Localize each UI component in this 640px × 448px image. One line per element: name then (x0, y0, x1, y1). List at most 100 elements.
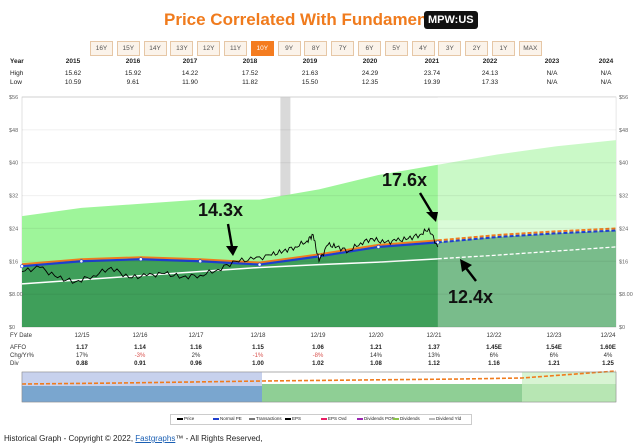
fy-date-cell: 12/24 (600, 333, 616, 339)
period-button-14y[interactable]: 14Y (143, 41, 167, 56)
period-button-1y[interactable]: 1Y (492, 41, 515, 56)
eps-point (20, 264, 24, 269)
period-button-11y[interactable]: 11Y (224, 41, 247, 56)
div-cell: 0.91 (134, 361, 146, 367)
legend-item-eps[interactable]: EPS (285, 416, 301, 421)
legend-swatch-icon (177, 417, 183, 420)
affo-cell: 1.45E (486, 345, 502, 351)
year-table-year-cell: 2015 (65, 58, 81, 65)
div-cell: 1.21 (548, 361, 560, 367)
period-button-5y[interactable]: 5Y (384, 41, 408, 56)
mini-chart-area-past (22, 386, 262, 402)
div-cell: 1.02 (312, 361, 324, 367)
period-button-9y[interactable]: 9Y (277, 41, 301, 56)
y-tick-label-left: $8.00 (9, 292, 23, 298)
legend-item-normal-pe[interactable]: Normal PE (213, 416, 242, 421)
normal-pe-line (21, 241, 438, 268)
eps-point (138, 257, 143, 262)
period-button-13y[interactable]: 13Y (170, 41, 194, 56)
y-tick-label-right: $56 (619, 95, 628, 101)
eps-point (435, 240, 440, 245)
footer-brand-link[interactable]: Fastgraphs (135, 434, 176, 443)
chg-cell: -1% (253, 353, 264, 359)
legend-item-dividend-yld[interactable]: Dividend Yld (429, 416, 461, 421)
div-cell: 1.08 (370, 361, 382, 367)
fy-date-cell: 12/18 (250, 333, 266, 339)
period-button-max[interactable]: MAX (518, 41, 542, 56)
annotation-arrow-3 (465, 267, 477, 282)
period-button-7y[interactable]: 7Y (331, 41, 355, 56)
chg-cell: -3% (135, 353, 146, 359)
footer: Historical Graph - Copyright © 2022, Fas… (4, 434, 262, 443)
year-table-low-cell: N/A (546, 79, 558, 86)
legend: Price Normal PE Transactions EPS EPS Ovd Divi… (170, 414, 472, 425)
ticker-badge: MPW:US (424, 11, 478, 29)
eps-point (257, 262, 262, 267)
period-button-2y[interactable]: 2Y (465, 41, 489, 56)
dividend-por-line (21, 258, 438, 285)
legend-item-transactions[interactable]: Transactions (249, 416, 282, 421)
fy-date-cell: 12/15 (74, 333, 90, 339)
legend-swatch-icon (393, 417, 399, 420)
legend-item-dividends-por[interactable]: Dividends POR (357, 416, 395, 421)
year-table-high-cell: N/A (546, 70, 558, 77)
fy-date-cell: 12/23 (546, 333, 562, 339)
period-button-6y[interactable]: 6Y (358, 41, 381, 56)
fy-date-cell: 12/22 (486, 333, 502, 339)
period-button-4y[interactable]: 4Y (411, 41, 435, 56)
legend-item-price[interactable]: Price (177, 416, 194, 421)
period-button-3y[interactable]: 3Y (438, 41, 462, 56)
year-table-low-cell: 11.82 (242, 79, 258, 86)
year-table-high-cell: 15.62 (64, 70, 82, 77)
chg-cell: 17% (76, 353, 89, 359)
fy-date-cell: 12/17 (188, 333, 204, 339)
year-table-year-cell: 2021 (424, 58, 440, 65)
y-tick-label-right: $16 (619, 259, 628, 265)
period-button-16y[interactable]: 16Y (90, 41, 113, 56)
div-cell: 1.25 (602, 361, 614, 367)
period-button-10y[interactable]: 10Y (250, 41, 274, 56)
tm-mark: ™ (175, 434, 184, 443)
legend-item-eps-ovd[interactable]: EPS Ovd (321, 416, 347, 421)
annotation-arrowhead-3 (460, 259, 472, 272)
chg-cell: 6% (490, 353, 499, 359)
year-table-low-cell: 15.50 (301, 79, 319, 86)
year-label: Year (10, 58, 24, 65)
year-table-low-cell: 17.33 (481, 79, 499, 86)
year-table-low-cell: 10.59 (64, 79, 82, 86)
period-button-15y[interactable]: 15Y (116, 41, 140, 56)
row-label-div: Div (10, 361, 19, 367)
affo-cell: 1.14 (134, 345, 146, 351)
div-cell: 1.16 (488, 361, 500, 367)
legend-swatch-icon (285, 417, 291, 420)
year-table-high-cell: 24.29 (361, 70, 379, 77)
annotation-arrow-2 (418, 192, 434, 214)
y-tick-label-right: $24 (619, 226, 628, 232)
year-table-low-cell: N/A (600, 79, 612, 86)
year-table-year-cell: 2017 (182, 58, 198, 65)
legend-swatch-icon (429, 417, 435, 420)
mini-chart-projection (522, 372, 616, 402)
chg-cell: 6% (550, 353, 559, 359)
legend-label: Dividends (400, 416, 420, 421)
period-button-8y[interactable]: 8Y (304, 41, 328, 56)
affo-cell: 1.16 (190, 345, 202, 351)
legend-item-dividends[interactable]: Dividends (393, 416, 420, 421)
fy-date-cell: 12/19 (310, 333, 326, 339)
annotation-17-6x: 17.6x (382, 170, 427, 190)
eps-point (376, 245, 381, 249)
period-button-12y[interactable]: 12Y (197, 41, 221, 56)
footer-prefix: Historical Graph - Copyright © 2022, (4, 434, 134, 443)
year-table-high-cell: 23.74 (423, 70, 441, 77)
year-table-year-cell: 2019 (302, 58, 318, 65)
legend-label: EPS Ovd (328, 416, 347, 421)
y-tick-label-right: $0 (619, 325, 625, 331)
affo-cell: 1.21 (370, 345, 382, 351)
legend-label: Transactions (256, 416, 282, 421)
chg-cell: 2% (192, 353, 201, 359)
eps-point (79, 259, 84, 264)
y-tick-label-right: $32 (619, 194, 628, 200)
affo-cell: 1.60E (600, 345, 616, 351)
year-table-high-cell: N/A (600, 70, 612, 77)
